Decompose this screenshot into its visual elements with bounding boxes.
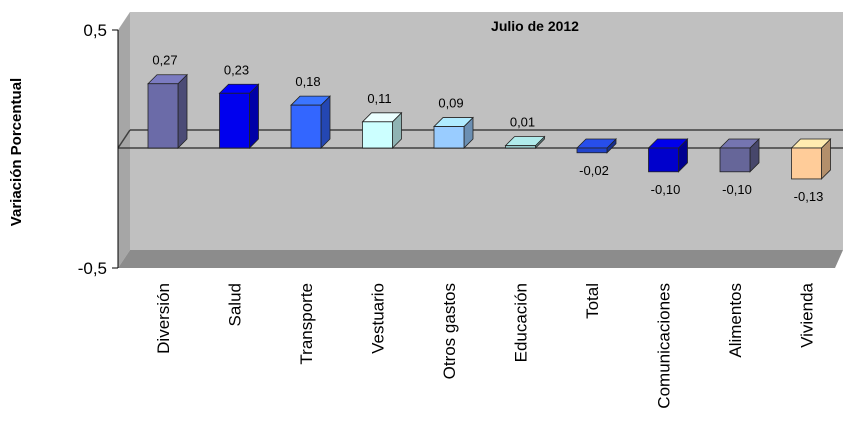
bars-group xyxy=(147,73,832,180)
bar-front-face xyxy=(505,145,536,149)
bar-side-face xyxy=(177,73,188,149)
bar-vestuario xyxy=(361,111,403,149)
bar-salud xyxy=(218,83,260,149)
category-label-vestuario: Vestuario xyxy=(369,283,388,354)
data-label-alimentos: -0,10 xyxy=(722,182,752,197)
data-label-otros-gastos: 0,09 xyxy=(438,96,463,111)
bar-front-face xyxy=(791,147,822,180)
category-label-diversi-n: Diversión xyxy=(154,283,173,354)
bar-front-face xyxy=(147,83,179,149)
y-tick-label-bottom: -0,5 xyxy=(78,259,107,278)
bar-front-face xyxy=(719,147,751,173)
bar-diversi-n xyxy=(147,73,188,149)
bar-total xyxy=(576,138,617,154)
data-label-comunicaciones: -0,10 xyxy=(651,182,681,197)
bar-comunicaciones xyxy=(647,138,689,173)
bar-front-face xyxy=(362,121,393,149)
category-label-salud: Salud xyxy=(226,283,245,326)
category-label-comunicaciones: Comunicaciones xyxy=(655,283,674,409)
data-labels-group: 0,27 0,23 0,18 0,11 0,09 0,01 -0,02 -0,10 -0,10 -… xyxy=(152,53,823,204)
bar-front-face xyxy=(576,147,608,154)
bar-front-face xyxy=(433,126,465,149)
category-label-vivienda: Vivienda xyxy=(798,282,817,347)
category-labels-group: Diversión Salud Transporte Vestuario Otros g… xyxy=(154,282,817,408)
data-label-diversi-n: 0,27 xyxy=(152,53,177,68)
bar-educaci-n xyxy=(504,135,546,149)
data-label-educaci-n: 0,01 xyxy=(510,115,535,130)
data-label-transporte: 0,18 xyxy=(295,74,320,89)
data-label-vivienda: -0,13 xyxy=(794,189,824,204)
y-axis-title: Variación Porcentual xyxy=(8,78,25,226)
bar-vivienda xyxy=(790,138,832,180)
category-label-total: Total xyxy=(583,283,602,319)
chart-title: Julio de 2012 xyxy=(491,18,579,34)
data-label-vestuario: 0,11 xyxy=(367,91,391,106)
data-label-salud: 0,23 xyxy=(224,62,249,77)
category-label-transporte: Transporte xyxy=(297,283,316,365)
bar-side-face xyxy=(249,83,259,149)
bar-otros-gastos xyxy=(433,116,474,149)
data-label-total: -0,02 xyxy=(579,163,609,178)
bar-front-face xyxy=(219,92,250,149)
category-label-alimentos: Alimentos xyxy=(726,283,745,358)
bar-transporte xyxy=(290,95,331,149)
bar-alimentos xyxy=(719,138,760,173)
category-label-otros-gastos: Otros gastos xyxy=(440,283,459,379)
plot-back-wall xyxy=(130,12,843,250)
y-tick-label-top: 0,5 xyxy=(83,21,107,40)
bar-front-face xyxy=(290,104,322,149)
zero-line-depth xyxy=(117,129,131,149)
plot-floor xyxy=(118,250,843,268)
bar-front-face xyxy=(648,147,679,173)
category-label-educaci-n: Educación xyxy=(512,283,531,362)
